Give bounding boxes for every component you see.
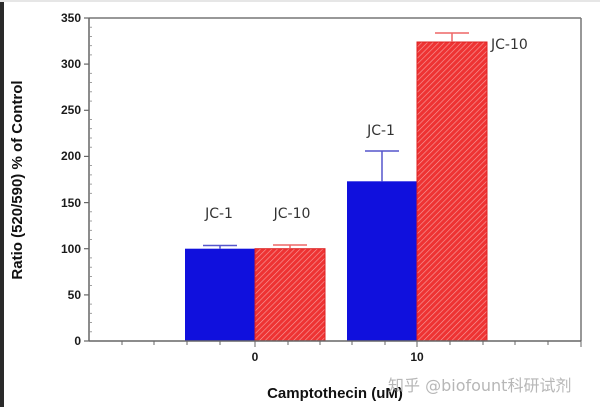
bar-label-jc1-10uM: JC-1 bbox=[366, 123, 395, 139]
y-tick-label: 100 bbox=[61, 242, 81, 256]
bar-jc1-10uM bbox=[347, 181, 417, 341]
bar-jc10-0uM bbox=[254, 248, 326, 342]
top-frame-edge bbox=[0, 0, 600, 2]
y-tick-label: 250 bbox=[61, 103, 81, 117]
y-tick-label: 350 bbox=[61, 11, 81, 25]
bar-label-jc10-10uM: JC-10 bbox=[490, 37, 528, 53]
x-tick-label: 0 bbox=[252, 350, 259, 364]
plot-frame bbox=[89, 17, 582, 341]
y-tick-label: 0 bbox=[74, 334, 81, 348]
y-tick-label: 150 bbox=[61, 196, 81, 210]
bar-jc1-0uM bbox=[185, 248, 255, 341]
x-tick-label: 10 bbox=[410, 350, 424, 364]
y-tick-label: 300 bbox=[61, 57, 81, 71]
left-frame-edge bbox=[0, 0, 4, 407]
bar-label-jc10-0uM: JC-10 bbox=[273, 206, 311, 222]
y-axis-title: Ratio (520/590) % of Control bbox=[9, 80, 26, 279]
y-axis: 350 300 250 200 150 100 50 0 Ratio (520/… bbox=[9, 11, 92, 348]
x-axis-title: Camptothecin (uM) bbox=[267, 385, 403, 402]
error-bars bbox=[203, 32, 469, 249]
bars bbox=[185, 41, 488, 342]
x-axis: 0 10 Camptothecin (uM) bbox=[89, 340, 582, 402]
y-tick-label: 50 bbox=[68, 288, 82, 302]
watermark: 知乎 @biofount科研试剂 bbox=[388, 376, 572, 395]
y-tick-label: 200 bbox=[61, 149, 81, 163]
bar-jc10-10uM bbox=[416, 41, 488, 342]
bar-label-jc1-0uM: JC-1 bbox=[204, 206, 233, 222]
